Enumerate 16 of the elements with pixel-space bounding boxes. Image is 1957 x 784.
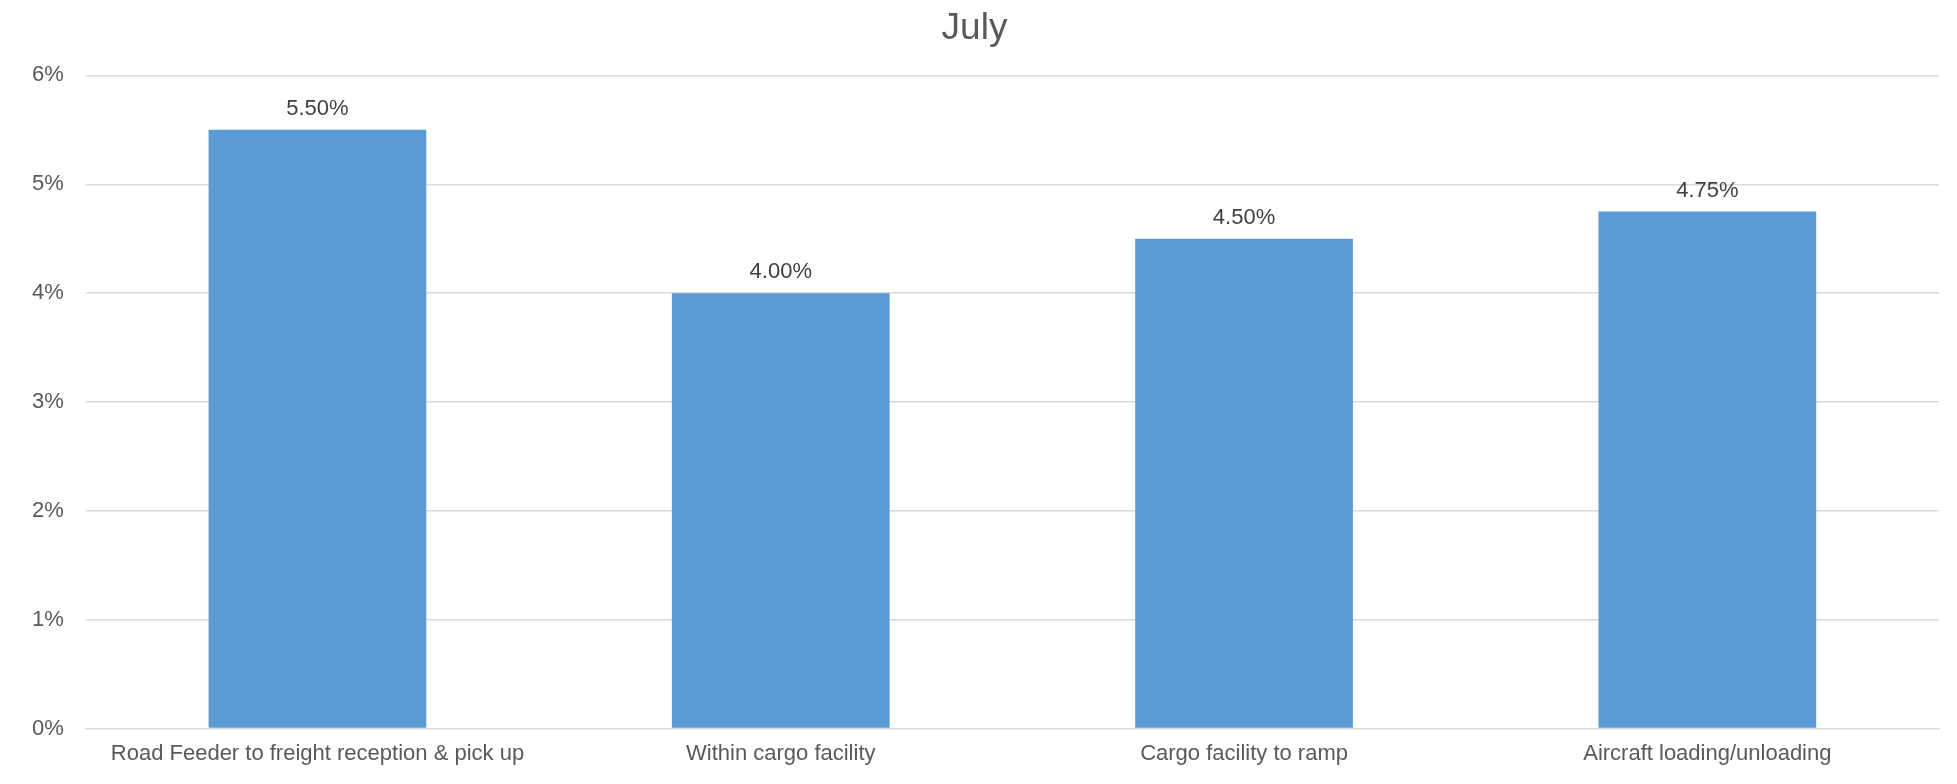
data-label: 4.00% [749, 258, 812, 284]
x-tick-label: Within cargo facility [685, 739, 876, 765]
y-tick-label: 5% [32, 170, 64, 196]
data-label: 4.75% [1676, 176, 1739, 202]
y-tick-label: 3% [32, 388, 64, 414]
y-tick-label: 2% [32, 496, 64, 522]
y-tick-label: 6% [32, 61, 64, 87]
data-label: 5.50% [286, 94, 349, 120]
chart-title: July [941, 6, 1008, 48]
x-tick-label: Road Feeder to freight reception & pick up [110, 739, 525, 765]
y-tick-label: 4% [32, 279, 64, 305]
x-tick-label: Cargo facility to ramp [1140, 739, 1348, 765]
data-label: 4.50% [1212, 203, 1276, 229]
x-tick-label: Aircraft loading/unloading [1583, 739, 1832, 765]
y-tick-label: 0% [32, 714, 64, 740]
y-tick-label: 1% [32, 605, 64, 631]
